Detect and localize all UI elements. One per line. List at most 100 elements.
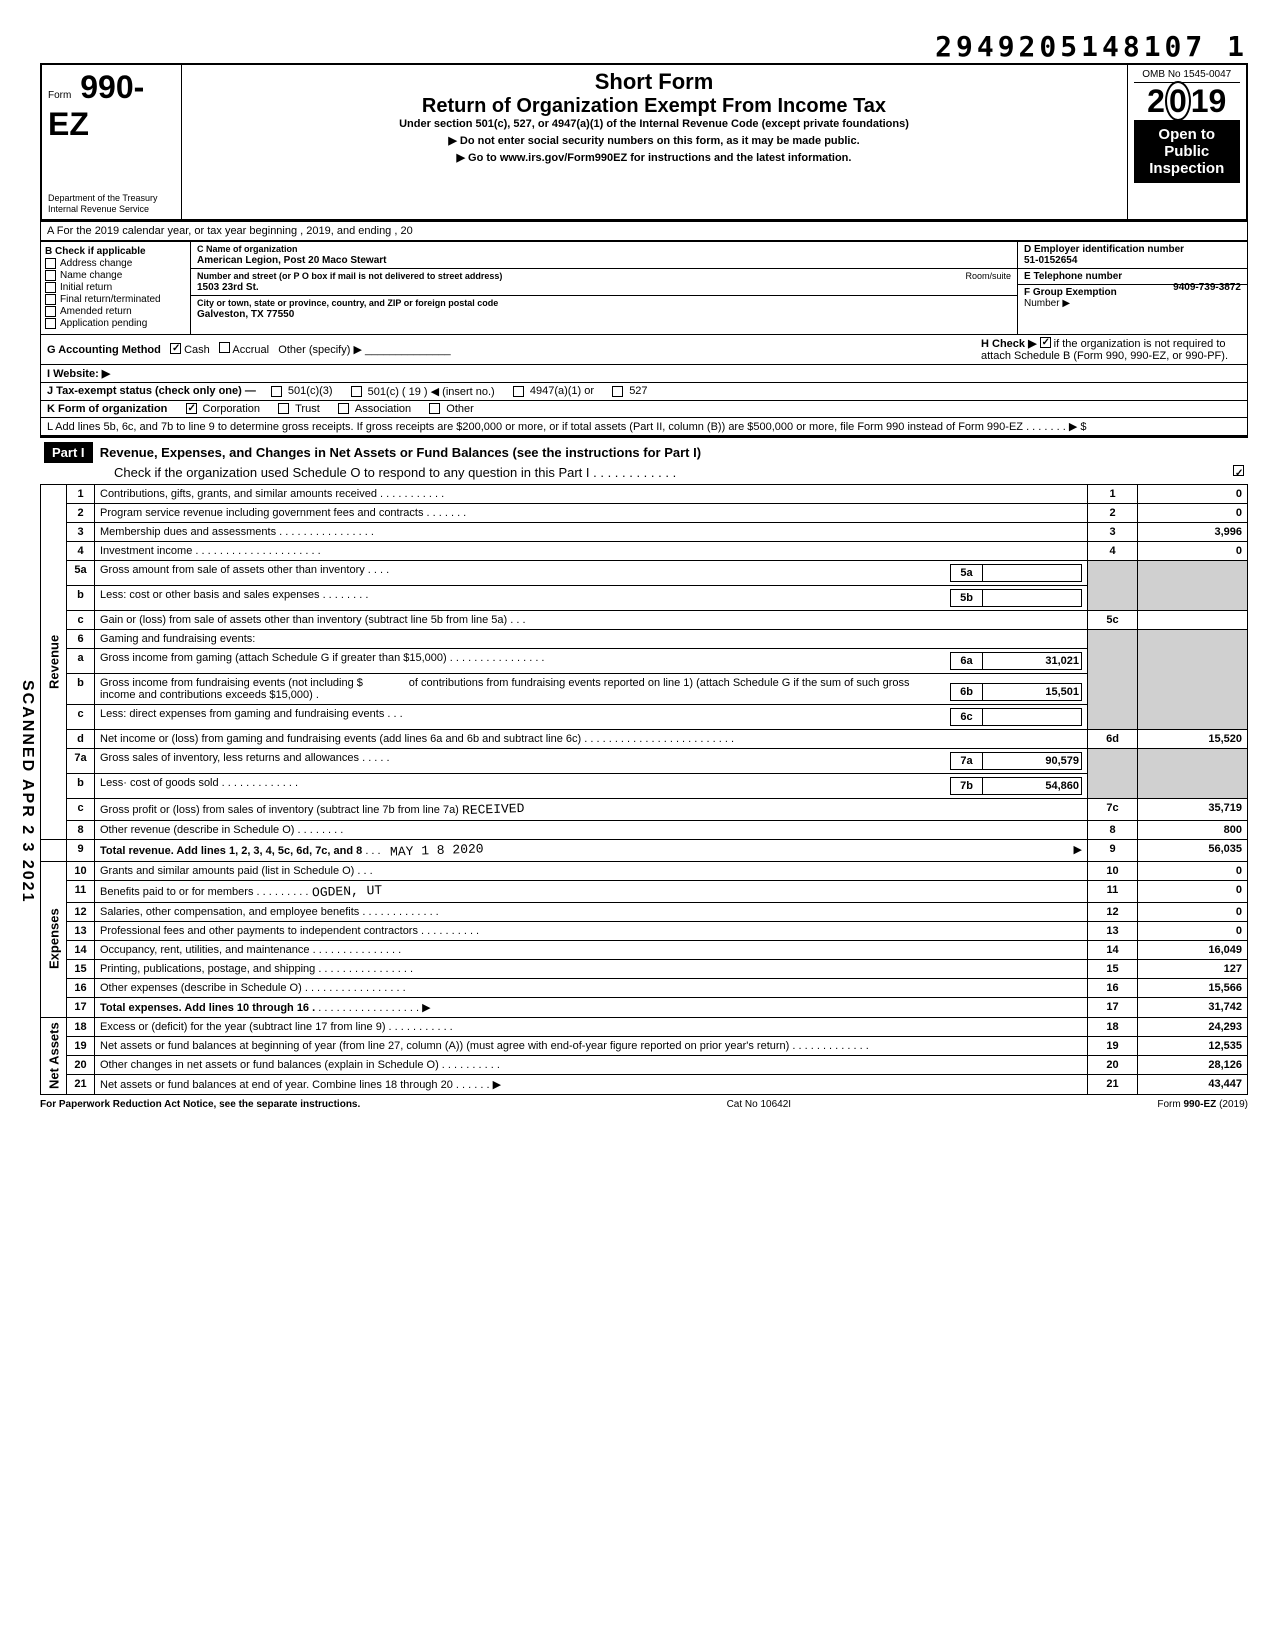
b-label: B Check if applicable <box>45 246 186 257</box>
phone: 9409-739-3872 <box>1173 282 1241 293</box>
line-3-amt: 3,996 <box>1138 522 1248 541</box>
h-label: H Check ▶ <box>981 338 1037 350</box>
document-number: 2949205148107 1 <box>40 30 1248 63</box>
meta-rows: G Accounting Method Cash Accrual Other (… <box>40 335 1248 436</box>
line-15-amt: 127 <box>1138 959 1248 978</box>
line-4-amt: 0 <box>1138 541 1248 560</box>
g-label: G Accounting Method <box>47 344 161 356</box>
d-label: D Employer identification number <box>1024 244 1184 255</box>
line-9-desc: Total revenue. Add lines 1, 2, 3, 4, 5c,… <box>95 839 1088 861</box>
line-1-amt: 0 <box>1138 484 1248 503</box>
line-8-desc: Other revenue (describe in Schedule O) .… <box>95 820 1088 839</box>
line-1-desc: Contributions, gifts, grants, and simila… <box>95 484 1088 503</box>
line-6d-desc: Net income or (loss) from gaming and fun… <box>95 729 1088 748</box>
check-527[interactable] <box>612 386 623 397</box>
form-header: Form 990-EZ Department of the Treasury I… <box>40 63 1248 221</box>
line-18-desc: Excess or (deficit) for the year (subtra… <box>95 1017 1088 1036</box>
tax-year: 2019 <box>1134 83 1241 120</box>
line-4-desc: Investment income . . . . . . . . . . . … <box>95 541 1088 560</box>
ein: 51-0152654 <box>1024 255 1077 266</box>
e-label: E Telephone number <box>1024 271 1122 282</box>
scanned-stamp: SCANNED APR 2 3 2021 <box>18 680 36 903</box>
line-3-desc: Membership dues and assessments . . . . … <box>95 522 1088 541</box>
line-13-amt: 0 <box>1138 921 1248 940</box>
check-501c3[interactable] <box>271 386 282 397</box>
check-4947[interactable] <box>513 386 524 397</box>
side-net-assets: Net Assets <box>41 1017 67 1094</box>
check-initial-return[interactable] <box>45 282 56 293</box>
line-13-desc: Professional fees and other payments to … <box>95 921 1088 940</box>
open-public-badge: Open to PublicInspection <box>1134 120 1241 183</box>
ogden-stamp: OGDEN, UT <box>311 882 382 899</box>
form-number: Form 990-EZ <box>48 69 175 143</box>
line-17-amt: 31,742 <box>1138 997 1248 1017</box>
check-assoc[interactable] <box>338 403 349 414</box>
line-6b-desc: Gross income from fundraising events (no… <box>95 673 1088 704</box>
line-11-amt: 0 <box>1138 880 1248 902</box>
line-18-amt: 24,293 <box>1138 1017 1248 1036</box>
check-trust[interactable] <box>278 403 289 414</box>
line-20-desc: Other changes in net assets or fund bala… <box>95 1055 1088 1074</box>
f-label: F Group Exemption <box>1024 287 1117 298</box>
l-text: L Add lines 5b, 6c, and 7b to line 9 to … <box>47 420 1086 433</box>
side-expenses: Expenses <box>41 861 67 1017</box>
street-address: 1503 23rd St. <box>197 282 259 293</box>
check-other-org[interactable] <box>429 403 440 414</box>
city-label: City or town, state or province, country… <box>197 298 498 308</box>
check-schedule-o[interactable] <box>1233 465 1244 476</box>
short-form-title: Short Form <box>188 69 1121 95</box>
part1-header: Part I Revenue, Expenses, and Changes in… <box>40 436 1248 484</box>
return-title: Return of Organization Exempt From Incom… <box>188 95 1121 118</box>
check-address-change[interactable] <box>45 258 56 269</box>
subtitle: Under section 501(c), 527, or 4947(a)(1)… <box>188 118 1121 130</box>
line-21-desc: Net assets or fund balances at end of ye… <box>95 1074 1088 1094</box>
j-label: J Tax-exempt status (check only one) — <box>47 385 256 397</box>
line-16-desc: Other expenses (describe in Schedule O) … <box>95 978 1088 997</box>
received-stamp: RECEIVED <box>462 801 525 818</box>
line-5c-desc: Gain or (loss) from sale of assets other… <box>95 610 1088 629</box>
row-a-tax-year: A For the 2019 calendar year, or tax yea… <box>40 221 1248 241</box>
check-cash[interactable] <box>170 343 181 354</box>
line-5b-desc: Less: cost or other basis and sales expe… <box>95 585 1088 610</box>
line-8-amt: 800 <box>1138 820 1248 839</box>
line-12-amt: 0 <box>1138 902 1248 921</box>
city-state-zip: Galveston, TX 77550 <box>197 309 294 320</box>
line-19-desc: Net assets or fund balances at beginning… <box>95 1036 1088 1055</box>
side-revenue: Revenue <box>41 484 67 839</box>
line-21-amt: 43,447 <box>1138 1074 1248 1094</box>
org-name: American Legion, Post 20 Maco Stewart <box>197 255 387 266</box>
line-2-amt: 0 <box>1138 503 1248 522</box>
dept-treasury: Department of the Treasury <box>48 193 175 204</box>
omb-number: OMB No 1545-0047 <box>1134 69 1241 83</box>
line-7b-desc: Less· cost of goods sold . . . . . . . .… <box>95 773 1088 798</box>
line-5c-amt <box>1138 610 1248 629</box>
check-amended[interactable] <box>45 306 56 317</box>
dept-irs: Internal Revenue Service <box>48 204 175 215</box>
check-pending[interactable] <box>45 318 56 329</box>
i-website: I Website: ▶ <box>47 367 110 380</box>
line-6c-desc: Less: direct expenses from gaming and fu… <box>95 704 1088 729</box>
check-name-change[interactable] <box>45 270 56 281</box>
line-15-desc: Printing, publications, postage, and shi… <box>95 959 1088 978</box>
check-h[interactable] <box>1040 337 1051 348</box>
line-7c-amt: 35,719 <box>1138 798 1248 820</box>
f-number: Number ▶ <box>1024 298 1070 309</box>
check-accrual[interactable] <box>219 342 230 353</box>
line-14-amt: 16,049 <box>1138 940 1248 959</box>
line-6a-desc: Gross income from gaming (attach Schedul… <box>95 648 1088 673</box>
check-final-return[interactable] <box>45 294 56 305</box>
section-b-c-d: B Check if applicable Address change Nam… <box>40 241 1248 335</box>
line-14-desc: Occupancy, rent, utilities, and maintena… <box>95 940 1088 959</box>
check-corp[interactable] <box>186 403 197 414</box>
line-19-amt: 12,535 <box>1138 1036 1248 1055</box>
line-6d-amt: 15,520 <box>1138 729 1248 748</box>
check-501c[interactable] <box>351 386 362 397</box>
line-6-desc: Gaming and fundraising events: <box>95 629 1088 648</box>
main-table: Revenue 1Contributions, gifts, grants, a… <box>40 484 1248 1095</box>
line-12-desc: Salaries, other compensation, and employ… <box>95 902 1088 921</box>
line-16-amt: 15,566 <box>1138 978 1248 997</box>
line-10-desc: Grants and similar amounts paid (list in… <box>95 861 1088 880</box>
line-17-desc: Total expenses. Add lines 10 through 16 … <box>95 997 1088 1017</box>
k-label: K Form of organization <box>47 403 167 415</box>
date-stamp: MAY 1 8 2020 <box>390 841 484 859</box>
